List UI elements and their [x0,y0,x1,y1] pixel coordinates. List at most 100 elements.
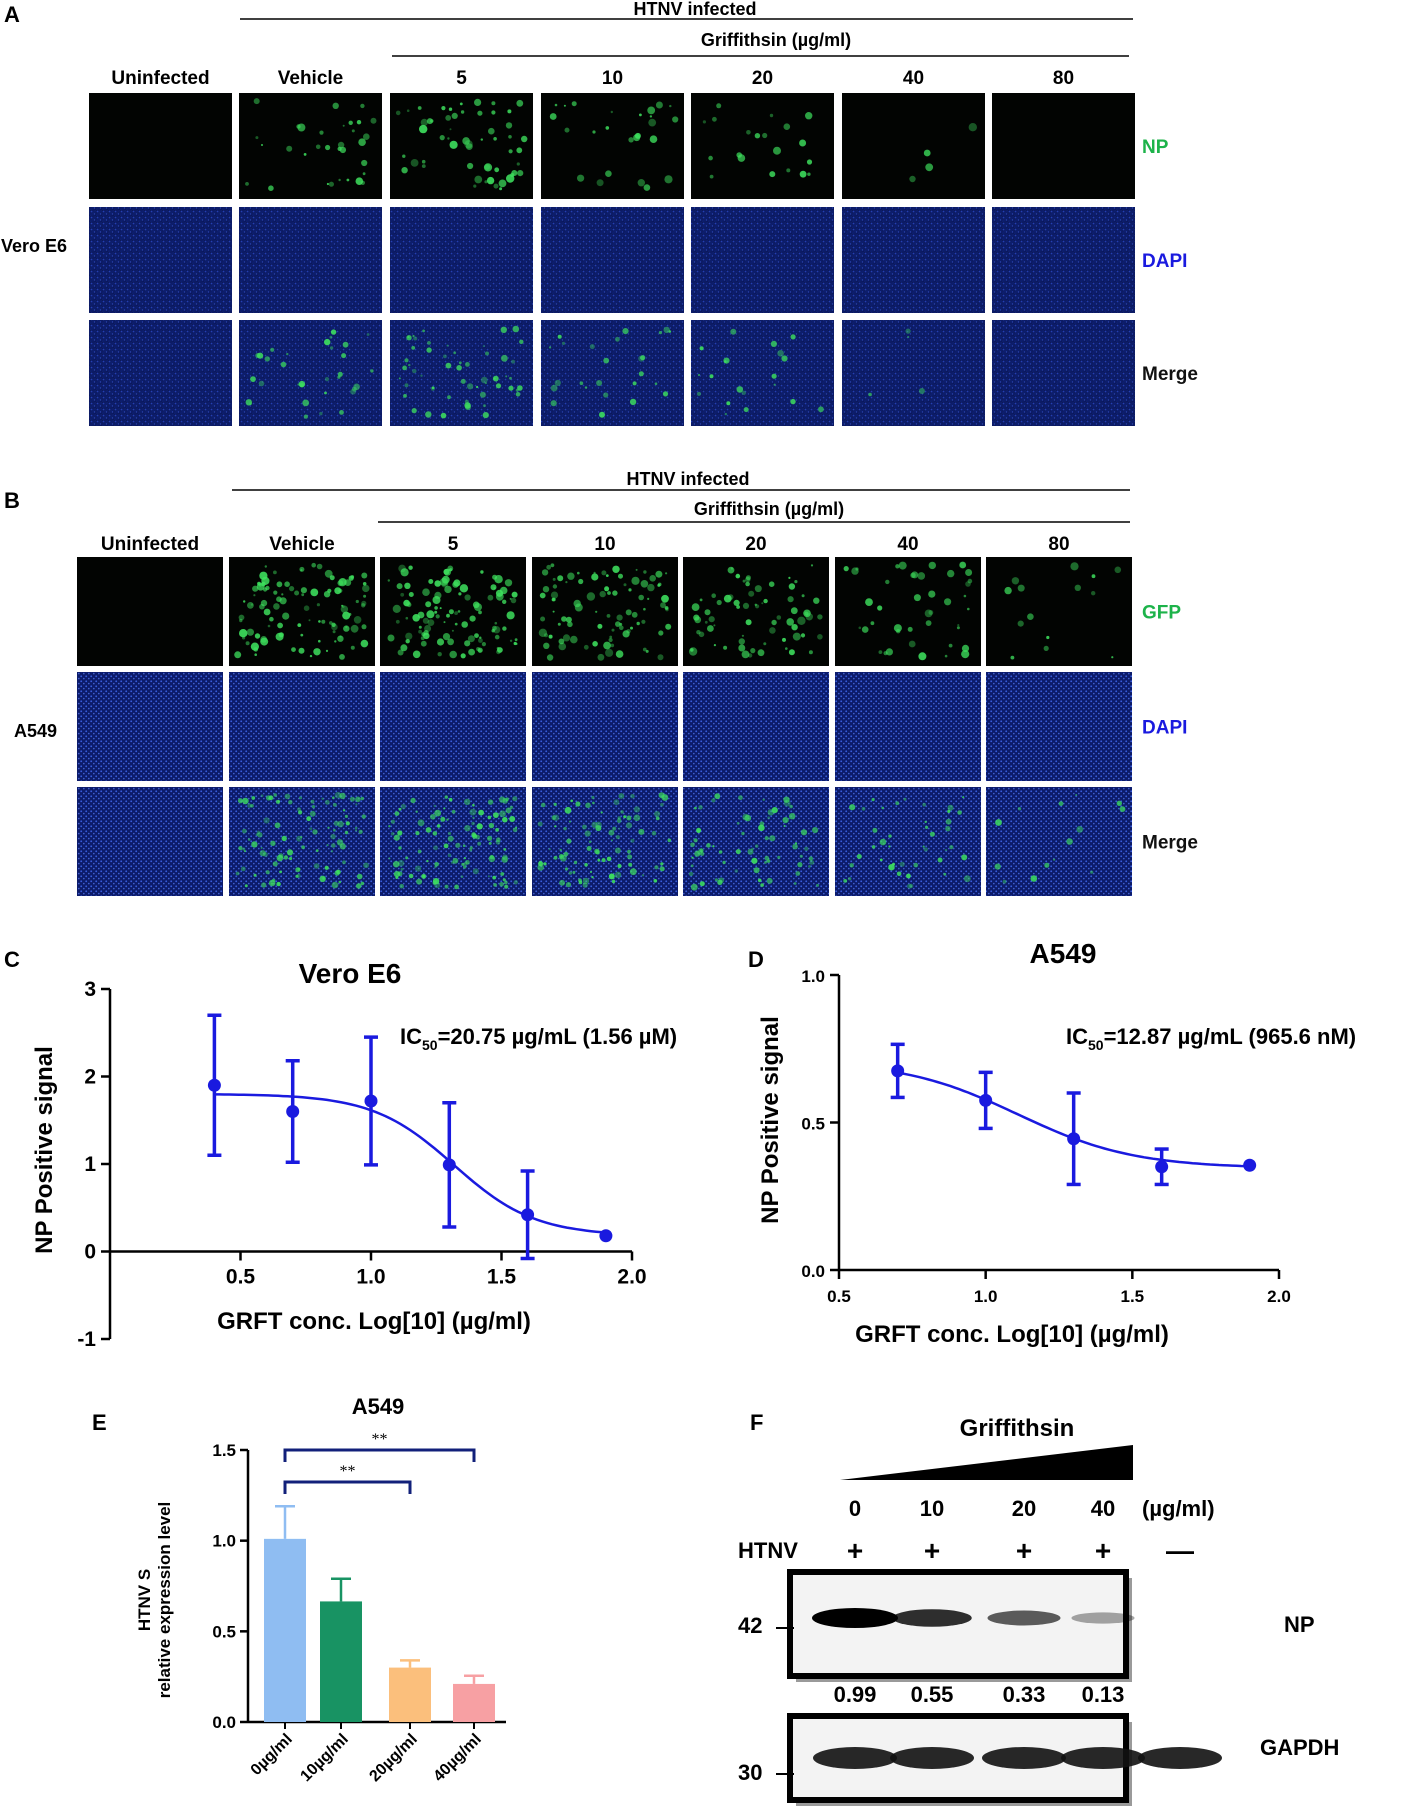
panel-c-y-tick-1: 0 [84,1241,96,1264]
panel-d-x-tick-0: 0.5 [827,1287,851,1306]
panel-c-x-axis-label: GRFT conc. Log[10] (µg/ml) [217,1308,531,1335]
panel-f-htnv-label: HTNV [738,1538,798,1563]
panel-b-image-dapi-0 [77,672,223,781]
panel-e-x-tick-3: 40µg/ml [430,1731,484,1785]
panel-e-chart: E A549 HTNV S relative expression level … [92,1394,506,1785]
panel-a-col-header-4: 20 [752,68,773,89]
panel-e-x-tick-1: 10µg/ml [297,1731,351,1785]
panel-e-bar-2 [389,1667,431,1722]
panel-f-np-bands [812,1608,1135,1628]
panel-a-image-merge-1 [239,320,382,426]
panel-f-gapdh-label: GAPDH [1260,1735,1339,1760]
panel-a-col-header-1: Vehicle [278,68,344,89]
panel-c-y-tick-4: 3 [84,978,96,1001]
panel-c-x-tick-2: 1.5 [487,1266,517,1289]
panel-c-point-5 [599,1229,613,1243]
panel-f-np-band-1 [892,1609,972,1627]
panel-a-image-np-6 [992,93,1135,199]
panel-d-chart: D A549 IC50=12.87 µg/mL (965.6 nM) GRFT … [748,938,1356,1348]
panel-f-dose-labels: 0 10 20 40 [849,1496,1115,1521]
panel-a-row-label-dapi: DAPI [1142,251,1187,272]
panel-f-quant-3: 0.13 [1082,1682,1125,1707]
panel-a-col-header-0: Uninfected [111,68,209,89]
panel-f-dose-3: 40 [1091,1496,1115,1521]
panel-a-infected-label: HTNV infected [633,0,756,19]
panel-a-image-dapi-3 [541,207,684,313]
panel-a-image-dapi-0 [89,207,232,313]
panel-a-image-np-2 [390,93,533,199]
panel-d-x-tick-3: 2.0 [1267,1287,1291,1306]
panel-e-letter: E [92,1410,107,1435]
panel-a-image-dapi-1 [239,207,382,313]
panel-c-x-tick-0: 0.5 [226,1266,256,1289]
panel-e-x-tick-0: 0µg/ml [248,1731,296,1779]
panel-b-col-header-4: 20 [745,534,766,555]
panel-a-column-headers: Uninfected Vehicle 5 10 20 40 80 [111,68,1074,89]
panel-b-col-header-1: Vehicle [269,534,335,555]
panel-a-image-merge-6 [992,320,1135,426]
panel-a-image-dapi-5 [842,207,985,313]
panel-b-col-header-2: 5 [448,534,459,555]
panel-e-sig-label-1: ** [340,1463,356,1480]
panel-c-y-axis-label: NP Positive signal [31,1046,58,1254]
panel-c-letter: C [4,947,20,972]
panel-b-image-gfp-3 [532,557,678,666]
panel-b-image-grid [77,557,1132,896]
panel-b-col-header-3: 10 [594,534,615,555]
panel-b-image-merge-4 [683,787,829,896]
panel-f-np-band-3 [1071,1612,1135,1624]
panel-c-fit-curve [214,1093,607,1234]
panel-b-image-dapi-4 [683,672,829,781]
panel-f-np-label: NP [1284,1612,1315,1637]
panel-a-image-np-5 [842,93,985,199]
panel-e-y-axis-label-line1: HTNV S [135,1569,154,1631]
panel-f-htnv-status: + + + + — [847,1535,1194,1566]
panel-b-row-label-gfp: GFP [1142,603,1181,624]
panel-e-bar-0 [264,1538,306,1722]
panel-a-image-dapi-4 [691,207,834,313]
panel-f-gapdh-band-3 [1061,1747,1145,1769]
panel-f-gapdh-bands [813,1747,1222,1769]
panel-e-bar-3 [453,1683,495,1722]
panel-a-image-np-3 [541,93,684,199]
panel-f-quant-0: 0.99 [834,1682,877,1707]
panel-f-quantification: 0.99 0.55 0.33 0.13 [834,1682,1125,1707]
panel-b-image-gfp-6 [986,557,1132,666]
panel-a-image-merge-4 [691,320,834,426]
panel-c-x-tick-1: 1.0 [356,1266,385,1289]
panel-f-gapdh-band-4 [1138,1747,1222,1769]
panel-c-y-tick-2: 1 [84,1153,96,1176]
panel-b-treatment-label: Griffithsin (µg/ml) [694,499,844,519]
panel-b-image-dapi-3 [532,672,678,781]
panel-b-image-dapi-5 [835,672,981,781]
panel-f-htnv-status-3: + [1095,1535,1111,1566]
panel-d-y-tick-0: 0.0 [801,1262,825,1281]
panel-f-treatment-label: Griffithsin [960,1415,1075,1442]
panel-e-sig-bracket-1 [283,1480,412,1494]
panel-d-point-4 [1243,1158,1257,1172]
panel-c-title: Vero E6 [299,958,402,989]
panel-a-col-header-5: 40 [903,68,924,89]
panel-d-y-tick-2: 1.0 [801,967,825,986]
panel-b-image-gfp-0 [77,557,223,666]
panel-a: A HTNV infected Griffithsin (µg/ml) Unin… [1,0,1198,426]
panel-f-gapdh-band-2 [982,1747,1066,1769]
panel-d-point-3 [1155,1160,1169,1174]
panel-b: B HTNV infected Griffithsin (µg/ml) Unin… [4,469,1198,896]
panel-b-image-gfp-1 [229,557,375,666]
panel-a-col-header-6: 80 [1053,68,1074,89]
panel-c-y-tick-0: -1 [77,1328,96,1351]
panel-b-image-merge-0 [77,787,223,896]
panel-a-letter: A [4,2,20,27]
panel-e-y-tick-0: 0.0 [212,1713,236,1732]
panel-b-image-merge-3 [532,787,678,896]
panel-c-x-tick-3: 2.0 [617,1266,646,1289]
panel-a-image-dapi-6 [992,207,1135,313]
panel-c-point-1 [286,1105,300,1118]
panel-b-row-label-merge: Merge [1142,833,1198,854]
panel-e-x-tick-2: 20µg/ml [366,1731,420,1785]
panel-a-image-np-1 [239,93,382,199]
panel-b-row-labels: GFP DAPI Merge [1142,603,1198,854]
panel-f-dose-unit: (µg/ml) [1142,1496,1215,1521]
panel-b-letter: B [4,488,20,513]
